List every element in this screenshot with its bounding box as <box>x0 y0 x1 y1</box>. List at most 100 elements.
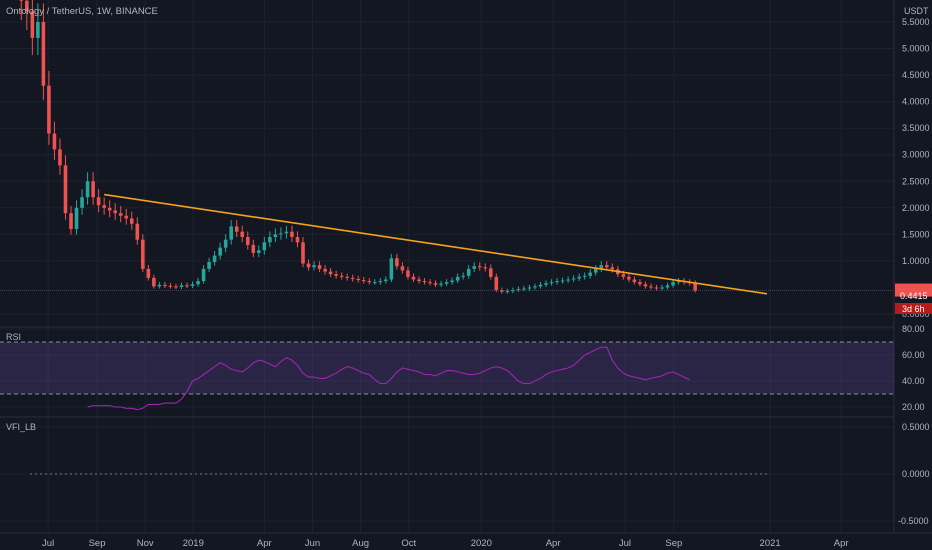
candle-body <box>251 244 256 253</box>
time-axis-tick: Jun <box>305 538 320 549</box>
candle-body <box>649 286 653 288</box>
time-axis-tick: 2019 <box>183 538 204 549</box>
candle-body <box>610 267 615 270</box>
candle-body <box>80 197 84 208</box>
candle-body <box>85 181 90 198</box>
candle-body <box>516 289 521 291</box>
candle-body <box>257 250 261 253</box>
rsi-line <box>87 346 690 411</box>
candle-body <box>544 283 548 285</box>
candle-body <box>36 22 40 38</box>
candle-body <box>538 284 543 287</box>
candle-body <box>279 233 283 235</box>
candle-body <box>74 207 79 230</box>
candle-body <box>69 213 73 230</box>
candle-body <box>494 276 499 291</box>
price-axis-tick: 4.0000 <box>902 97 930 107</box>
candle-body <box>63 165 68 214</box>
candle-body <box>505 291 510 293</box>
time-axis-tick: Sep <box>89 538 106 549</box>
trendline[interactable] <box>104 193 768 295</box>
candle-body <box>671 282 675 286</box>
candle-body <box>229 226 233 240</box>
candle-body <box>306 263 311 268</box>
candle-body <box>41 22 46 86</box>
rsi-axis-tick: 80.00 <box>902 324 925 334</box>
candle-body <box>334 274 338 276</box>
time-axis-tick: Nov <box>137 538 154 549</box>
candle-body <box>107 207 112 211</box>
candle-body <box>223 239 228 248</box>
rsi-pane-label: RSI <box>6 332 21 342</box>
candle-body <box>52 133 57 150</box>
candle-body <box>135 223 140 240</box>
price-axis-tick: 5.0000 <box>902 44 930 54</box>
time-axis-tick: Aug <box>352 538 369 549</box>
candle-body <box>632 279 637 283</box>
candle-body <box>549 282 554 284</box>
candle-body <box>207 261 211 269</box>
time-axis-tick: Sep <box>665 538 682 549</box>
candle-body <box>350 277 355 279</box>
price-axis-tick: 1.0000 <box>902 256 930 266</box>
candle-body <box>273 234 278 238</box>
candle-body <box>19 0 24 1</box>
candle-body <box>439 283 443 285</box>
candle-body <box>566 279 570 281</box>
time-axis-tick: 2020 <box>471 538 492 549</box>
rsi-axis-tick: 40.00 <box>902 376 925 386</box>
candle-body <box>488 268 493 277</box>
currency-label: USDT <box>904 6 929 16</box>
candle-body <box>339 275 344 277</box>
last-price-value: 0.4415 <box>900 291 928 301</box>
candle-body <box>604 265 609 268</box>
candle-body <box>693 283 697 291</box>
candle-body <box>190 284 195 286</box>
candle-body <box>240 231 245 238</box>
candle-body <box>643 284 648 287</box>
candle-body <box>168 285 173 287</box>
candle-body <box>185 285 189 287</box>
candle-body <box>582 275 587 277</box>
time-axis-tick: Apr <box>257 538 272 549</box>
candle-body <box>328 271 333 275</box>
time-axis[interactable]: Jul Sep Nov 2019 Apr Jun Aug Oct 2020 Apr Jul Sep 20… <box>42 538 848 549</box>
candle-body <box>118 213 123 216</box>
candle-body <box>373 282 377 284</box>
candle-body <box>367 281 372 283</box>
candle-body <box>638 282 642 285</box>
candle-body <box>323 268 327 272</box>
price-axis-tick: 3.0000 <box>902 150 930 160</box>
candle-body <box>91 181 95 198</box>
candle-body <box>522 288 526 290</box>
countdown-value: 3d 6h <box>902 304 925 314</box>
candle-body <box>102 205 106 208</box>
candle-body <box>234 226 239 232</box>
time-axis-tick: 2021 <box>760 538 781 549</box>
vfi-axis-tick: 0.5000 <box>902 422 930 432</box>
candle-body <box>129 218 134 224</box>
vfi-pane-label: VFI_LB <box>6 422 36 432</box>
candle-body <box>146 268 151 278</box>
price-axis-tick: 1.5000 <box>902 229 930 239</box>
candle-body <box>577 276 581 279</box>
candle-body <box>483 267 488 269</box>
candle-body <box>96 197 101 206</box>
candle-body <box>25 0 29 12</box>
vfi-axis[interactable]: 0.5000 0.0000 -0.5000 <box>898 422 930 526</box>
candle-body <box>665 285 670 288</box>
time-axis-tick: Apr <box>834 538 849 549</box>
candle-body <box>395 258 399 267</box>
candle-body <box>422 281 427 283</box>
price-axis-tick: 5.5000 <box>902 17 930 27</box>
candle-body <box>163 284 167 286</box>
price-axis-tick: 3.5000 <box>902 123 930 133</box>
candle-body <box>466 268 471 276</box>
last-price-badge-bg <box>895 283 932 297</box>
rsi-axis[interactable]: 80.00 60.00 40.00 20.00 <box>902 324 925 412</box>
candle-body <box>295 237 300 243</box>
candle-body <box>500 290 504 292</box>
candlestick-series <box>19 0 697 294</box>
candle-body <box>268 237 272 243</box>
